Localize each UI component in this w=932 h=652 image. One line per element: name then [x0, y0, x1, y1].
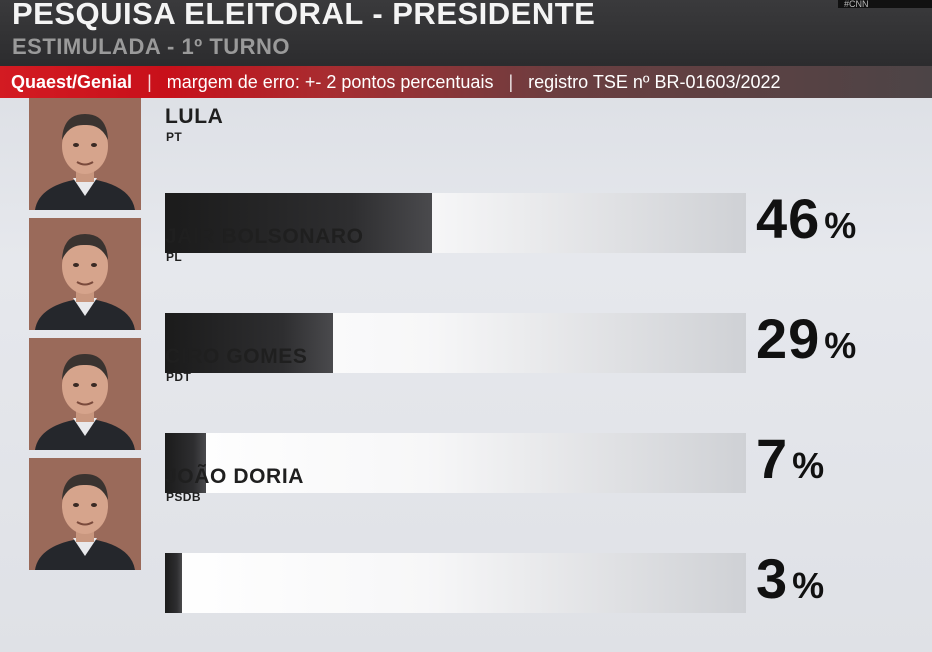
candidate-party: PT: [166, 130, 183, 144]
separator: |: [147, 72, 152, 92]
value-number: 46: [756, 187, 821, 250]
candidate-photo-icon: [29, 98, 141, 210]
channel-tag: #CNN: [838, 0, 932, 8]
bar-track: [165, 553, 746, 613]
separator: |: [508, 72, 514, 92]
tse-registry: registro TSE nº BR-01603/2022: [528, 72, 781, 92]
candidate-party: PDT: [166, 370, 192, 384]
candidate-party: PL: [166, 250, 183, 264]
bar-track: [165, 193, 746, 253]
value-number: 3: [756, 547, 789, 610]
candidate-photo-icon: [29, 218, 141, 330]
percent-sign: %: [824, 205, 857, 246]
chart-title: PESQUISA ELEITORAL - PRESIDENTE: [12, 0, 596, 31]
value-label: 3%: [756, 546, 824, 611]
bar-lula: [165, 193, 433, 253]
value-number: 7: [756, 427, 789, 490]
poll-bar-chart: LULA PT 46% JAIR BOLSONARO PL 29% CIRO GOMES PD…: [0, 98, 932, 652]
candidate-name: CIRO GOMES: [165, 345, 308, 368]
value-label: 46%: [756, 186, 856, 251]
bar-jo-o-doria: [165, 553, 183, 613]
chart-subtitle: ESTIMULADA - 1º TURNO: [12, 34, 291, 59]
percent-sign: %: [824, 325, 857, 366]
value-number: 29: [756, 307, 821, 370]
header-bar: PESQUISA ELEITORAL - PRESIDENTE ESTIMULA…: [0, 0, 932, 66]
margin-of-error: margem de erro: +- 2 pontos percentuais: [166, 72, 494, 92]
value-label: 29%: [756, 306, 856, 371]
bar-jair-bolsonaro: [165, 313, 334, 373]
value-label: 7%: [756, 426, 824, 491]
source-strip: Quaest/Genial | margem de erro: +- 2 pon…: [0, 66, 932, 98]
bar-track: [165, 433, 746, 493]
candidate-photo-icon: [29, 458, 141, 570]
percent-sign: %: [792, 445, 825, 486]
percent-sign: %: [792, 565, 825, 606]
candidate-photo-icon: [29, 338, 141, 450]
candidate-name: LULA: [165, 105, 224, 128]
bar-track: [165, 313, 746, 373]
candidate-name: JAIR BOLSONARO: [165, 225, 364, 248]
poll-source: Quaest/Genial: [11, 72, 133, 92]
candidate-name: JOÃO DORIA: [165, 465, 305, 488]
candidate-party: PSDB: [166, 490, 201, 504]
bar-ciro-gomes: [165, 433, 206, 493]
